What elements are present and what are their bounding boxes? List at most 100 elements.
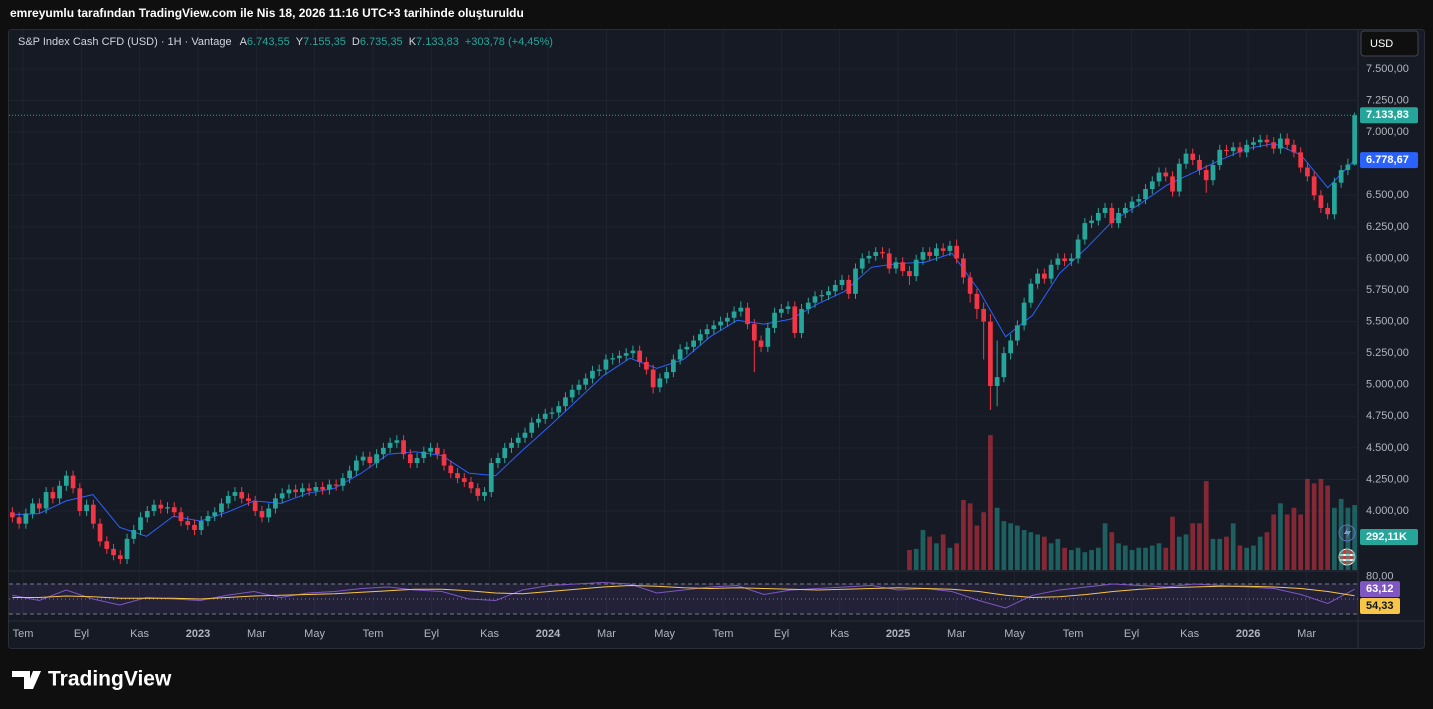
candle-body [644,362,649,370]
candle-body [70,475,76,489]
candle-body [1041,273,1047,279]
y-tick-label: 7.500,00 [1366,63,1409,75]
legend-key: A [240,36,248,48]
candle-body [1278,138,1283,149]
candle-body [414,457,420,464]
ma-label: 6.778,67 [1366,154,1409,166]
candle-body [981,308,987,322]
volume-bar [1210,538,1216,570]
candle-body [853,268,858,294]
candle-body [509,442,514,448]
candle-body [192,524,197,530]
candle-body [333,484,339,486]
y-tick-label: 5.500,00 [1366,316,1409,328]
volume-bar [913,548,919,570]
rsi-label-box [1360,598,1400,614]
volume-bar [1035,534,1040,570]
x-tick-label: May [304,628,325,640]
candle-body [185,521,191,525]
candle-body [293,489,299,493]
candle-body [1325,207,1331,215]
candle-body [374,454,379,464]
candle-body [819,295,825,297]
legend: S&P Index Cash CFD (USD) · 1H · Vantage A… [18,36,553,48]
candle-body [846,279,852,294]
candle-body [1271,142,1277,149]
candle-body [394,440,400,443]
candle-body [50,492,56,499]
currency[interactable]: USD [1370,38,1393,50]
candle-body [1352,115,1357,165]
volume-bar [1345,507,1351,570]
volume-bar [1224,536,1229,570]
candle-body [866,255,872,259]
x-tick-label: Mar [947,628,966,640]
candle-body [522,432,528,438]
x-tick-label: Tem [13,628,34,640]
candle-body [441,454,447,466]
x-tick-label: 2025 [886,628,910,640]
volume-bar [940,534,946,570]
candle-body [542,413,548,419]
candle-body [1284,138,1290,145]
candle-body [859,258,865,269]
volume-bar [954,543,960,570]
candle-body [1224,149,1229,152]
volume-bar [1176,536,1182,570]
candle-body [1210,165,1216,181]
volume-bar [1129,550,1135,570]
x-tick-label: Eyl [774,628,789,640]
candle-body [10,512,15,518]
candle-body [1028,283,1034,303]
candle-body [198,521,204,530]
candle-body [1298,152,1304,168]
volume-bar [961,500,966,570]
price-label-box [1360,107,1418,124]
candle-body [1264,139,1270,143]
volume-bar [1284,514,1290,570]
volume-bar [1352,505,1357,570]
candle-body [232,492,238,496]
volume-bar [947,547,953,570]
candle-body [225,495,231,504]
candle-body [286,489,292,494]
candle-body [144,511,150,518]
x-tick-label: 2026 [1236,628,1260,640]
candle-body [664,372,669,379]
volume-bar [1143,547,1148,570]
candle-body [805,302,811,309]
caption: emreyumlu tarafından TradingView.com ile… [10,6,524,20]
candle-body [839,279,845,285]
legend-symbol: S&P Index Cash CFD (USD) · 1H · Vantage [18,36,232,48]
candle-body [455,473,460,479]
candle-body [988,321,993,387]
volume-bar [1048,543,1054,570]
candle-body [1338,170,1344,183]
x-tick-label: Mar [247,628,266,640]
chart-frame [8,29,1425,649]
candle-body [340,478,346,486]
candle-body [421,451,427,458]
currency-button[interactable] [1360,30,1419,57]
volume-bar [1257,536,1263,570]
candle-body [1143,188,1148,200]
candle-body [630,350,636,354]
candle-body [117,555,123,560]
x-tick-label: Tem [713,628,734,640]
y-tick-label: 6.250,00 [1366,221,1409,233]
y-tick-label: 5.750,00 [1366,284,1409,296]
candle-body [212,512,218,517]
candle-body [576,384,582,390]
rsi-tick-label: 80,00 [1366,570,1394,582]
candle-body [77,488,83,512]
candle-body [488,463,494,493]
volume-bar [1264,532,1270,570]
candle-body [731,311,737,318]
candle-body [1095,212,1101,221]
candle-body [1136,199,1142,202]
candle-body [1156,172,1162,182]
candle-body [1190,153,1196,160]
candle-body [1311,176,1317,196]
